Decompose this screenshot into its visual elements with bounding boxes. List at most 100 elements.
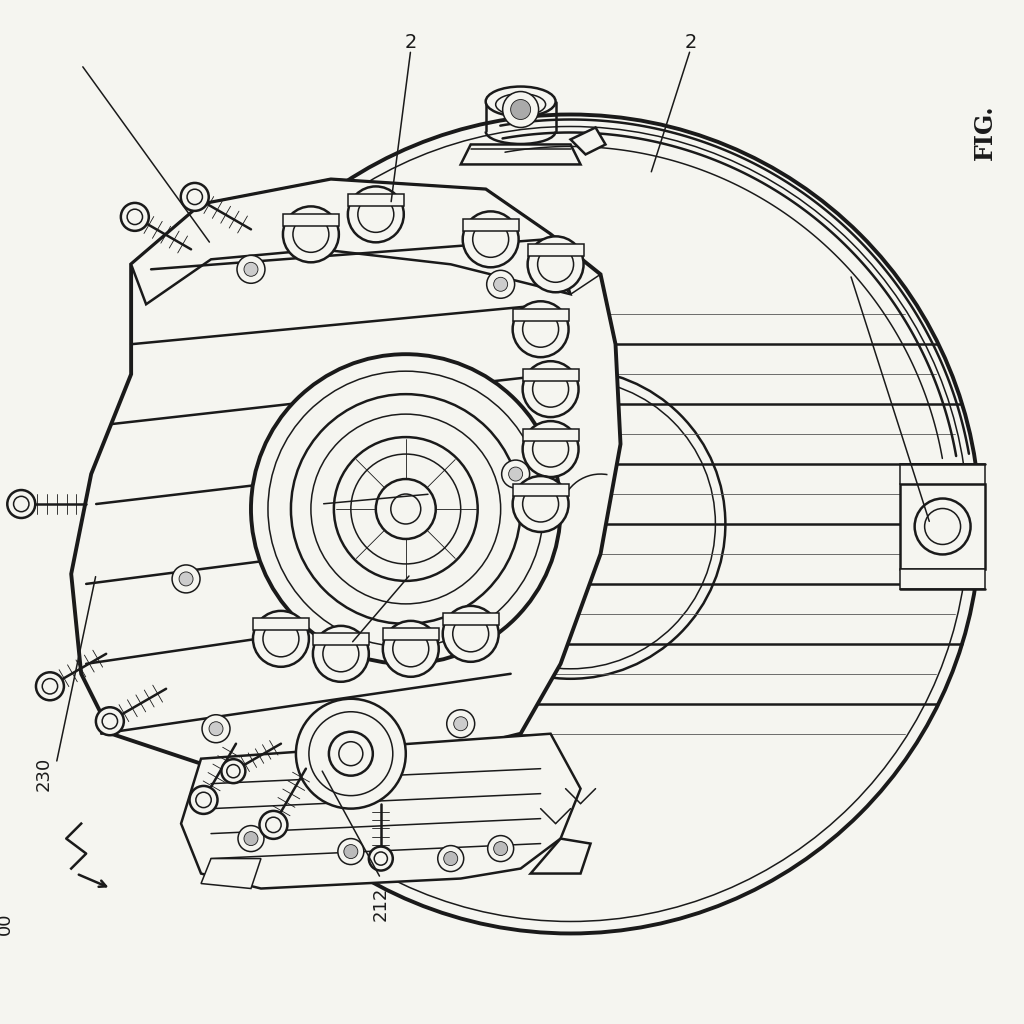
Circle shape <box>181 183 209 211</box>
Circle shape <box>494 842 508 856</box>
Text: 212: 212 <box>372 887 390 921</box>
Circle shape <box>329 732 373 775</box>
Circle shape <box>127 209 142 224</box>
Circle shape <box>187 189 203 205</box>
Polygon shape <box>900 569 985 589</box>
Circle shape <box>454 717 468 731</box>
Circle shape <box>513 301 568 357</box>
Circle shape <box>502 460 529 488</box>
Circle shape <box>339 741 362 766</box>
Circle shape <box>463 211 518 267</box>
Circle shape <box>202 715 230 742</box>
Circle shape <box>532 431 568 467</box>
Circle shape <box>369 847 393 870</box>
Circle shape <box>486 270 515 298</box>
Circle shape <box>338 839 364 864</box>
Circle shape <box>538 247 573 283</box>
Circle shape <box>522 421 579 477</box>
Circle shape <box>522 361 579 417</box>
Circle shape <box>172 565 200 593</box>
Circle shape <box>296 698 406 809</box>
Circle shape <box>344 845 357 858</box>
Circle shape <box>494 278 508 291</box>
Circle shape <box>374 852 387 865</box>
Text: 2: 2 <box>404 33 417 51</box>
Circle shape <box>509 467 522 481</box>
Circle shape <box>443 852 458 865</box>
Circle shape <box>13 497 29 512</box>
Circle shape <box>503 91 539 127</box>
Circle shape <box>925 509 961 545</box>
Polygon shape <box>201 858 261 889</box>
Polygon shape <box>461 144 581 165</box>
Circle shape <box>96 708 124 735</box>
Polygon shape <box>72 179 621 774</box>
Circle shape <box>511 99 530 120</box>
Circle shape <box>383 621 438 677</box>
Circle shape <box>266 817 282 833</box>
Circle shape <box>7 490 35 518</box>
Circle shape <box>522 486 558 522</box>
Circle shape <box>221 759 246 783</box>
Circle shape <box>532 371 568 408</box>
Circle shape <box>391 494 421 524</box>
Circle shape <box>334 437 477 581</box>
Polygon shape <box>131 179 570 304</box>
Circle shape <box>189 786 217 814</box>
Text: 00: 00 <box>0 912 14 935</box>
Circle shape <box>323 636 358 672</box>
Circle shape <box>244 831 258 846</box>
Circle shape <box>914 499 971 554</box>
Circle shape <box>522 311 558 347</box>
Circle shape <box>536 489 605 559</box>
Circle shape <box>259 811 288 839</box>
Circle shape <box>357 197 394 232</box>
Circle shape <box>416 370 725 679</box>
Polygon shape <box>513 309 568 321</box>
Polygon shape <box>527 244 584 256</box>
Polygon shape <box>900 464 985 484</box>
Circle shape <box>251 354 560 664</box>
Circle shape <box>527 237 584 292</box>
Polygon shape <box>348 194 403 206</box>
Circle shape <box>283 207 339 262</box>
Circle shape <box>244 262 258 276</box>
Circle shape <box>291 394 520 624</box>
Polygon shape <box>522 429 579 440</box>
Circle shape <box>237 255 265 284</box>
Circle shape <box>513 476 568 532</box>
Text: FIG.: FIG. <box>973 104 997 160</box>
Circle shape <box>393 631 429 667</box>
Circle shape <box>36 673 63 700</box>
Circle shape <box>196 793 211 808</box>
Circle shape <box>453 615 488 652</box>
Polygon shape <box>442 613 499 626</box>
Circle shape <box>473 221 509 257</box>
Circle shape <box>313 626 369 682</box>
Circle shape <box>263 621 299 656</box>
Polygon shape <box>181 734 581 889</box>
Circle shape <box>226 765 240 778</box>
Ellipse shape <box>485 87 556 117</box>
Circle shape <box>446 710 475 737</box>
Text: 2: 2 <box>684 33 696 51</box>
Circle shape <box>442 606 499 662</box>
Polygon shape <box>383 629 438 640</box>
Polygon shape <box>522 369 579 381</box>
Polygon shape <box>283 214 339 226</box>
Polygon shape <box>253 618 309 631</box>
Polygon shape <box>513 483 568 496</box>
Polygon shape <box>530 839 591 873</box>
Circle shape <box>376 479 436 539</box>
Polygon shape <box>570 127 605 155</box>
Circle shape <box>209 722 223 735</box>
Polygon shape <box>900 484 985 569</box>
Circle shape <box>179 572 194 586</box>
Circle shape <box>348 186 403 243</box>
Circle shape <box>437 846 464 871</box>
Circle shape <box>293 216 329 252</box>
Circle shape <box>121 203 148 230</box>
Text: 230: 230 <box>34 757 52 791</box>
Circle shape <box>42 679 57 694</box>
Circle shape <box>102 714 118 729</box>
